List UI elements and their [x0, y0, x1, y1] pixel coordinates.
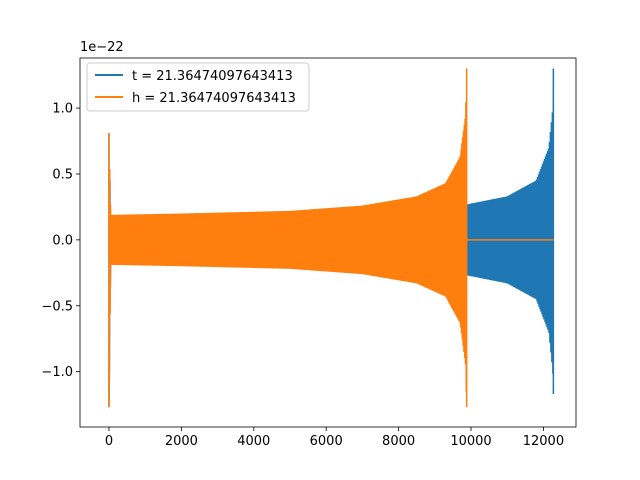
series-line-h — [108, 68, 554, 408]
x-tick-label: 8000 — [382, 434, 415, 449]
y-tick-label: −1.0 — [41, 365, 73, 380]
x-tick-label: 12000 — [523, 434, 564, 449]
series-layer — [108, 68, 555, 408]
x-tick-label: 6000 — [310, 434, 343, 449]
x-tick-label: 10000 — [450, 434, 491, 449]
plot-area-frame — [79, 57, 577, 428]
x-tick-label: 0 — [105, 434, 113, 449]
legend-label-h: h = 21.36474097643413 — [132, 91, 296, 106]
y-offset-label: 1e−22 — [80, 40, 124, 55]
y-tick-label: 0.0 — [52, 233, 73, 248]
x-tick-label: 4000 — [237, 434, 270, 449]
x-axis: 0 2000 4000 6000 8000 10000 12000 — [105, 427, 564, 449]
y-tick-label: 0.5 — [52, 167, 73, 182]
y-tick-label: −0.5 — [41, 299, 73, 314]
y-axis: −1.0 −0.5 0.0 0.5 1.0 — [41, 102, 80, 380]
x-tick-label: 2000 — [165, 434, 198, 449]
legend-label-t: t = 21.36474097643413 — [132, 69, 293, 84]
legend-box — [86, 62, 310, 112]
y-tick-label: 1.0 — [52, 102, 73, 117]
legend: t = 21.36474097643413 h = 21.36474097643… — [86, 62, 310, 112]
